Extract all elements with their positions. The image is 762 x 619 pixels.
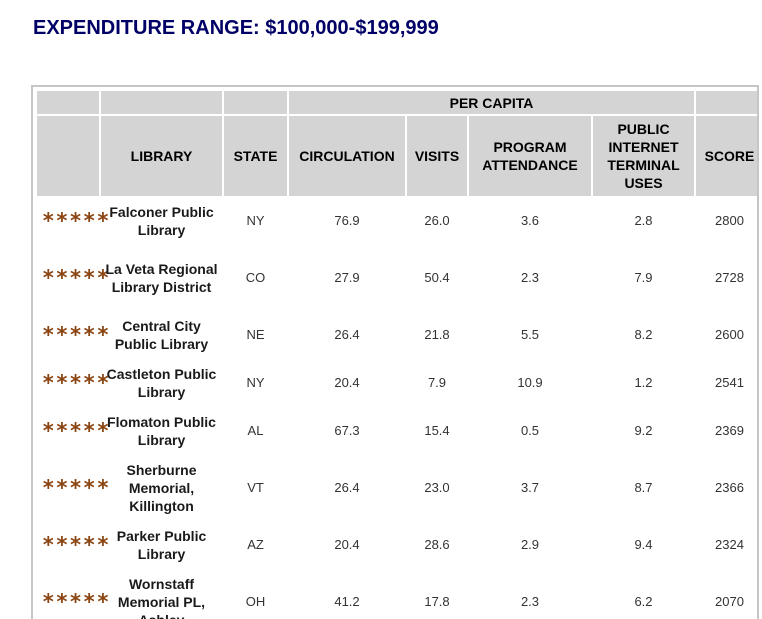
internet-uses-cell: 2.8: [634, 213, 653, 228]
internet-uses-cell: 1.2: [634, 375, 653, 390]
visits-column-header: VISITS: [407, 116, 467, 196]
score-cell: 2369: [715, 423, 744, 438]
state-cell: NY: [246, 213, 265, 228]
star-rating: *****: [42, 533, 111, 557]
program-attendance-cell: 5.5: [520, 327, 540, 342]
library-name: Sherburne Memorial, Killington: [126, 462, 197, 514]
library-name: Wornstaff Memorial PL, Ashley: [117, 576, 206, 619]
program-attendance-cell: 0.5: [520, 423, 540, 438]
score-cell: 2070: [715, 594, 744, 609]
blank-header-cell: [101, 91, 222, 114]
program-attendance-cell: 2.9: [520, 537, 540, 552]
circulation-cell: 27.9: [334, 270, 360, 285]
program-attendance-cell: 10.9: [517, 375, 543, 390]
blank-header-cell: [696, 91, 757, 114]
internet-uses-cell: 9.4: [634, 537, 653, 552]
circulation-cell: 20.4: [334, 537, 360, 552]
star-rating: *****: [42, 476, 111, 500]
state-cell: NY: [246, 375, 265, 390]
column-header-row: LIBRARY STATE CIRCULATION VISITS PROGRAM…: [37, 116, 757, 196]
circulation-cell: 20.4: [334, 375, 360, 390]
score-cell: 2600: [715, 327, 744, 342]
visits-cell: 17.8: [424, 594, 450, 609]
internet-uses-cell: 7.9: [634, 270, 653, 285]
library-name: Parker Public Library: [116, 528, 207, 562]
table-row: ***** Sherburne Memorial, Killington VT 26.…: [37, 456, 757, 520]
program-attendance-column-header: PROGRAM ATTENDANCE: [469, 116, 591, 196]
score-cell: 2800: [715, 213, 744, 228]
circulation-cell: 26.4: [334, 327, 360, 342]
star-rating: *****: [42, 590, 111, 614]
table-row: ***** Castleton Public Library NY 20.4 7.9 10…: [37, 360, 757, 406]
internet-uses-cell: 9.2: [634, 423, 653, 438]
library-name: Flomaton Public Library: [107, 414, 216, 448]
library-ranking-table: PER CAPITA LIBRARY STATE CIRCULATION VIS…: [35, 89, 757, 619]
visits-cell: 21.8: [424, 327, 450, 342]
visits-cell: 50.4: [424, 270, 450, 285]
rating-column-header: [37, 116, 99, 196]
library-ranking-table-frame: PER CAPITA LIBRARY STATE CIRCULATION VIS…: [31, 85, 759, 619]
state-cell: AZ: [247, 537, 264, 552]
internet-uses-cell: 8.2: [634, 327, 653, 342]
star-rating: *****: [42, 371, 111, 395]
page-title: EXPENDITURE RANGE: $100,000-$199,999: [33, 17, 439, 39]
table-row: ***** La Veta Regional Library District CO…: [37, 246, 757, 310]
blank-header-cell: [224, 91, 287, 114]
star-rating: *****: [42, 323, 111, 347]
circulation-cell: 67.3: [334, 423, 360, 438]
internet-uses-cell: 8.7: [634, 480, 653, 495]
program-attendance-cell: 2.3: [520, 594, 540, 609]
library-name: La Veta Regional Library District: [105, 261, 218, 295]
score-cell: 2728: [715, 270, 744, 285]
star-rating: *****: [42, 266, 111, 290]
table-row: ***** Parker Public Library AZ 20.4 28.6 2.9 9…: [37, 522, 757, 568]
circulation-cell: 26.4: [334, 480, 360, 495]
circulation-column-header: CIRCULATION: [289, 116, 405, 196]
library-name: Central City Public Library: [114, 318, 209, 352]
table-row: *****Wornstaff Memorial PL, Ashley OH 41.2…: [37, 570, 757, 619]
internet-uses-cell: 6.2: [634, 594, 653, 609]
table-body: ***** Falconer Public Library NY 76.9 26.0 3.…: [37, 198, 757, 619]
circulation-cell: 76.9: [334, 213, 360, 228]
score-cell: 2366: [715, 480, 744, 495]
program-attendance-cell: 2.3: [520, 270, 540, 285]
per-capita-header: PER CAPITA: [289, 91, 694, 114]
score-cell: 2324: [715, 537, 744, 552]
state-cell: AL: [247, 423, 264, 438]
circulation-cell: 41.2: [334, 594, 360, 609]
program-attendance-cell: 3.7: [520, 480, 540, 495]
state-column-header: STATE: [224, 116, 287, 196]
star-rating: *****: [42, 209, 111, 233]
visits-cell: 28.6: [424, 537, 450, 552]
state-cell: NE: [246, 327, 265, 342]
state-cell: CO: [245, 270, 266, 285]
score-cell: 2541: [715, 375, 744, 390]
visits-cell: 23.0: [424, 480, 450, 495]
visits-cell: 7.9: [427, 375, 447, 390]
internet-uses-column-header: PUBLIC INTERNET TERMINAL USES: [593, 116, 694, 196]
table-row: ***** Flomaton Public Library AL 67.3 15.4 0.…: [37, 408, 757, 454]
blank-header-cell: [37, 91, 99, 114]
table-row: ***** Falconer Public Library NY 76.9 26.0 3.…: [37, 198, 757, 244]
library-name: Castleton Public Library: [106, 366, 217, 400]
visits-cell: 26.0: [424, 213, 450, 228]
score-column-header: SCORE: [696, 116, 757, 196]
program-attendance-cell: 3.6: [520, 213, 540, 228]
table-row: ***** Central City Public Library NE 26.4 21…: [37, 312, 757, 358]
visits-cell: 15.4: [424, 423, 450, 438]
library-column-header: LIBRARY: [101, 116, 222, 196]
library-name: Falconer Public Library: [109, 204, 214, 238]
state-cell: VT: [247, 480, 264, 495]
star-rating: *****: [42, 419, 111, 443]
state-cell: OH: [245, 594, 266, 609]
group-header-row: PER CAPITA: [37, 91, 757, 114]
